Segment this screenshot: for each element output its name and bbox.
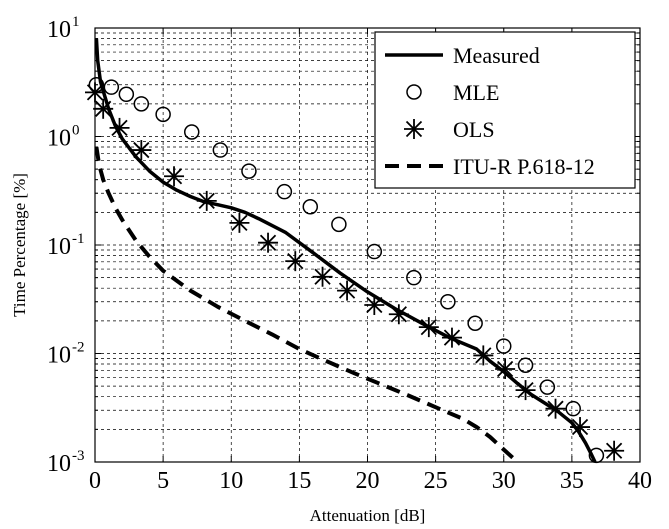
data-point-asterisk [495,358,516,379]
y-tick-label: 10 -3 [47,448,85,477]
y-tick-label-exponent: -2 [72,340,85,356]
data-point-circle [517,357,534,373]
data-point-circle [133,96,150,112]
data-point-circle [276,183,293,200]
x-tick-label: 25 [424,468,448,494]
legend-swatch [406,84,422,100]
x-tick-label: 40 [628,468,652,494]
data-point-circle [406,269,422,286]
legend-label: MLE [453,80,499,105]
data-point-circle [366,243,383,260]
data-point-asterisk [441,327,462,348]
y-tick-label-exponent: -3 [72,448,85,464]
data-point-circle [302,199,319,215]
data-point-asterisk [570,417,591,438]
data-point-circle [496,338,512,354]
data-point-circle [118,86,135,103]
data-point-asterisk [473,345,494,366]
data-point-circle [155,106,171,123]
legend-swatch [404,119,424,139]
series-asterisk [85,82,625,461]
legend-label: ITU-R P.618-12 [453,154,595,179]
data-point-asterisk [515,380,536,401]
data-point-asterisk [364,294,385,315]
x-tick-label: 30 [492,468,516,494]
data-point-asterisk [337,280,358,301]
series-solid [94,38,597,463]
data-point-circle [331,216,347,233]
y-tick-label-exponent: 0 [72,123,80,139]
x-tick-label: 10 [219,468,243,494]
data-point-asterisk [229,212,250,233]
y-axis-title: Time Percentage [%] [10,173,29,317]
data-point-asterisk [258,232,279,253]
legend-item: MLE [406,80,499,105]
y-tick-label: 10 1 [47,14,80,43]
legend-box [374,31,636,189]
y-tick-label-exponent: -1 [72,231,85,247]
data-point-circle [539,379,556,395]
data-point-circle [565,400,581,417]
series-circle [88,76,605,464]
legend: Measured MLE OLS ITU-R P.618-12 [374,31,636,189]
x-tick-label: 15 [287,468,311,494]
y-tick-label-base: 10 [47,17,71,43]
series-line [94,38,597,463]
data-point-asterisk [93,98,114,119]
data-point-asterisk [196,190,217,211]
series-layer [85,38,625,464]
data-point-asterisk [164,166,185,187]
data-point-circle [183,124,200,140]
data-point-circle [467,315,483,332]
data-point-circle [241,163,257,179]
legend-item: ITU-R P.618-12 [385,154,595,179]
x-tick-label: 20 [356,468,380,494]
legend-item: OLS [404,117,495,142]
data-point-asterisk [131,140,152,161]
y-tick-label-base: 10 [47,234,71,260]
data-point-asterisk [604,440,625,461]
series-line [94,146,519,464]
data-point-asterisk [285,251,306,272]
axis-ticks [94,28,641,463]
legend-item: Measured [385,43,540,68]
legend-label: Measured [453,43,540,68]
y-tick-label-base: 10 [47,451,71,477]
data-point-circle [212,142,229,158]
data-point-asterisk [312,266,333,287]
y-tick-label-base: 10 [47,343,71,369]
data-point-asterisk [418,317,439,338]
y-tick-label-exponent: 1 [72,14,80,30]
x-tick-label: 35 [560,468,584,494]
x-tick-label: 5 [157,468,169,494]
data-point-asterisk [388,304,409,325]
data-point-asterisk [545,398,566,419]
x-tick-labels: 0 5 10 15 20 25 30 35 40 [89,468,652,494]
y-tick-label: 10 -2 [47,340,85,369]
legend-label: OLS [453,117,495,142]
data-point-asterisk [109,117,130,138]
data-point-circle [103,79,120,95]
x-axis-title: Attenuation [dB] [310,506,426,525]
series-dashed [94,146,519,464]
y-tick-label: 10 0 [47,123,80,152]
x-tick-label: 0 [89,468,101,494]
data-point-circle [440,293,456,310]
y-tick-label-base: 10 [47,126,71,152]
y-tick-label: 10 -1 [47,231,85,260]
